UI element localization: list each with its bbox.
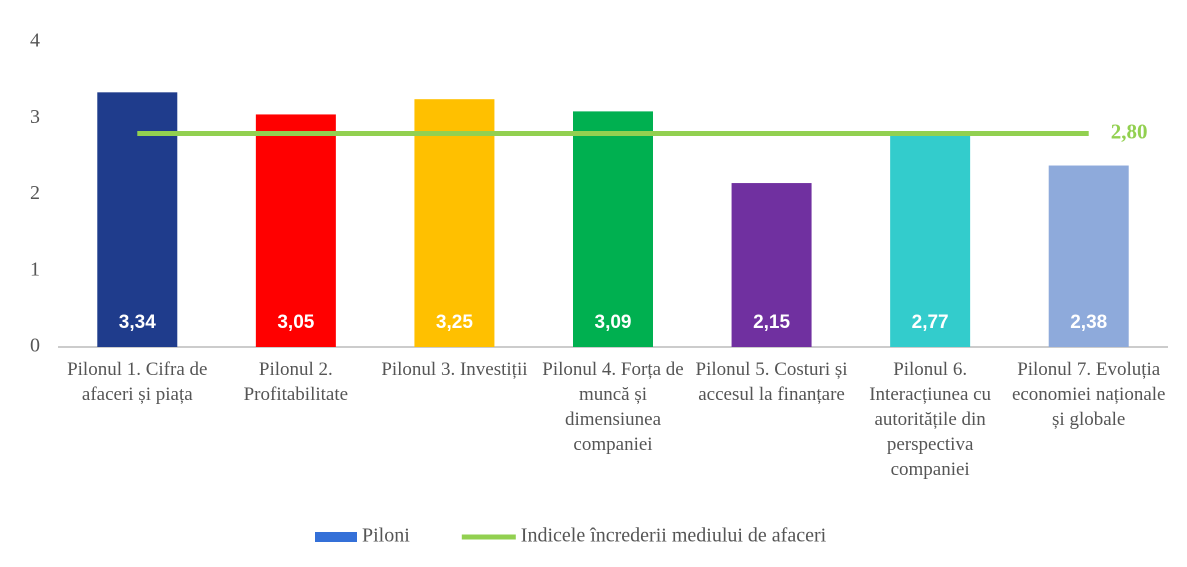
bar [255,114,336,347]
x-tick-label: Pilonul 2. Profitabilitate [243,359,349,405]
legend-label: Piloni [362,525,410,547]
y-tick-label: 1 [30,258,40,280]
value-label: 3,34 [119,312,156,333]
bar [1048,165,1129,347]
value-label: 3,25 [436,312,473,333]
bar [890,135,971,347]
bar [97,92,178,347]
value-label: 3,05 [277,312,314,333]
x-tick-label: Pilonul 7. Evoluția economiei naționale … [1011,359,1166,430]
y-tick-label: 3 [30,106,40,128]
x-tick-label: Pilonul 3. Investiții [381,359,528,380]
value-label: 2,38 [1070,312,1107,333]
value-label: 2,15 [753,312,790,333]
line-label: 2,80 [1111,119,1148,143]
y-tick-label: 0 [30,335,40,357]
x-tick-label: Pilonul 1. Cifra de afaceri și piața [67,359,208,405]
bar [731,183,812,347]
x-tick-label: Pilonul 4. Forța de muncă și dimensiunea… [542,359,684,455]
x-tick-label: Pilonul 6. Interacțiunea cu autoritățile… [869,359,992,480]
legend-label: Indicele încrederii mediului de afaceri [521,525,827,547]
legend-swatch [315,532,357,542]
value-label: 2,77 [912,312,949,333]
value-label: 3,09 [595,312,632,333]
x-tick-label: Pilonul 5. Costuri și accesul la finanța… [695,359,848,405]
bar [414,99,495,347]
y-tick-label: 4 [30,30,40,52]
bar [573,111,653,347]
y-tick-label: 2 [30,182,40,204]
